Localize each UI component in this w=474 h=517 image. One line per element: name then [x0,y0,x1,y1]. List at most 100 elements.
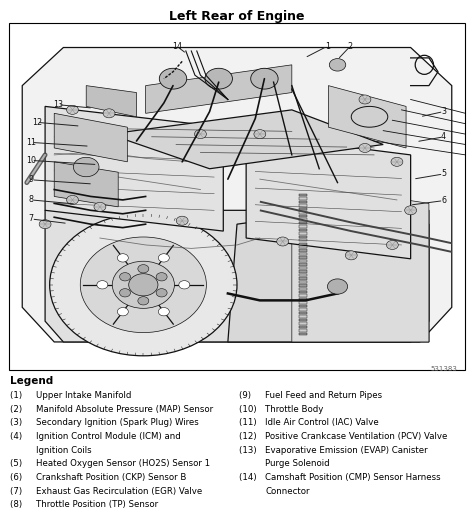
Text: Purge Solenoid: Purge Solenoid [265,459,330,468]
Text: Heated Oxygen Sensor (HO2S) Sensor 1: Heated Oxygen Sensor (HO2S) Sensor 1 [36,459,210,468]
Text: 7: 7 [29,215,34,223]
Circle shape [94,202,106,211]
Bar [299,322,307,325]
Polygon shape [246,134,410,259]
Circle shape [119,288,130,297]
Polygon shape [109,110,383,169]
Text: Throttle Position (TP) Sensor: Throttle Position (TP) Sensor [36,500,159,509]
Text: (10): (10) [239,404,260,414]
Bar [299,208,307,210]
Text: Throttle Body: Throttle Body [265,404,324,414]
Circle shape [359,143,371,153]
Circle shape [50,214,237,356]
Circle shape [129,273,158,296]
Circle shape [328,279,347,294]
Bar [299,242,307,245]
Text: (2): (2) [10,404,28,414]
Bar [299,194,307,196]
Circle shape [103,109,115,118]
Text: 13: 13 [53,100,63,109]
Circle shape [345,251,357,260]
Circle shape [66,195,78,204]
Circle shape [80,237,206,332]
Bar [299,215,307,217]
Bar [299,260,307,262]
Bar [299,332,307,335]
Bar [299,329,307,331]
Text: Fuel Feed and Return Pipes: Fuel Feed and Return Pipes [265,391,383,400]
Bar [299,239,307,241]
Bar [299,287,307,290]
Circle shape [138,265,149,273]
Ellipse shape [205,68,232,89]
Circle shape [386,240,398,250]
Circle shape [254,130,266,139]
Bar [299,256,307,259]
Polygon shape [54,113,128,162]
Text: Manifold Absolute Pressure (MAP) Sensor: Manifold Absolute Pressure (MAP) Sensor [36,404,214,414]
Polygon shape [228,210,429,342]
Circle shape [158,308,169,316]
Polygon shape [22,48,452,342]
Polygon shape [292,190,429,342]
Circle shape [176,216,188,225]
Circle shape [329,58,346,71]
Text: (12): (12) [239,432,260,441]
Bar [299,204,307,207]
Bar [299,267,307,269]
Text: (11): (11) [239,418,260,427]
Ellipse shape [251,68,278,89]
Text: 6: 6 [441,196,446,205]
Text: Connector: Connector [265,487,310,496]
Circle shape [156,272,167,281]
Circle shape [138,297,149,305]
Text: Ignition Coils: Ignition Coils [36,446,92,454]
Bar [299,319,307,321]
Text: Crankshaft Position (CKP) Sensor B: Crankshaft Position (CKP) Sensor B [36,473,187,482]
Bar [299,246,307,249]
Text: 14: 14 [172,42,182,51]
Bar [299,218,307,221]
Text: Left Rear of Engine: Left Rear of Engine [169,10,305,23]
Circle shape [39,220,51,229]
Polygon shape [328,86,406,148]
Bar [299,305,307,307]
Bar [9,23,465,370]
Text: 12: 12 [32,118,42,127]
Circle shape [194,130,206,139]
Circle shape [156,288,167,297]
Text: (1): (1) [10,391,28,400]
Bar [299,211,307,214]
Text: (13): (13) [239,446,260,454]
Text: Idle Air Control (IAC) Valve: Idle Air Control (IAC) Valve [265,418,379,427]
Bar [299,225,307,227]
Bar [299,312,307,314]
Circle shape [118,308,128,316]
Circle shape [391,157,403,166]
Circle shape [97,281,108,289]
Circle shape [118,254,128,262]
Polygon shape [45,210,429,342]
Bar [299,253,307,255]
Text: Evaporative Emission (EVAP) Canister: Evaporative Emission (EVAP) Canister [265,446,428,454]
Circle shape [73,157,99,177]
Text: 5: 5 [441,170,446,178]
Bar [299,229,307,231]
Bar [299,315,307,317]
Circle shape [179,281,190,289]
Circle shape [158,254,169,262]
Bar [299,326,307,328]
Bar [299,308,307,311]
Bar [299,281,307,283]
Text: (7): (7) [10,487,28,496]
Text: Exhaust Gas Recirculation (EGR) Valve: Exhaust Gas Recirculation (EGR) Valve [36,487,203,496]
Bar [299,250,307,252]
Bar [299,273,307,276]
Circle shape [405,206,417,215]
Text: Secondary Ignition (Spark Plug) Wires: Secondary Ignition (Spark Plug) Wires [36,418,199,427]
Polygon shape [45,107,223,231]
Bar [299,295,307,297]
Bar [299,298,307,300]
Text: Legend: Legend [10,376,54,386]
Text: Ignition Control Module (ICM) and: Ignition Control Module (ICM) and [36,432,181,441]
